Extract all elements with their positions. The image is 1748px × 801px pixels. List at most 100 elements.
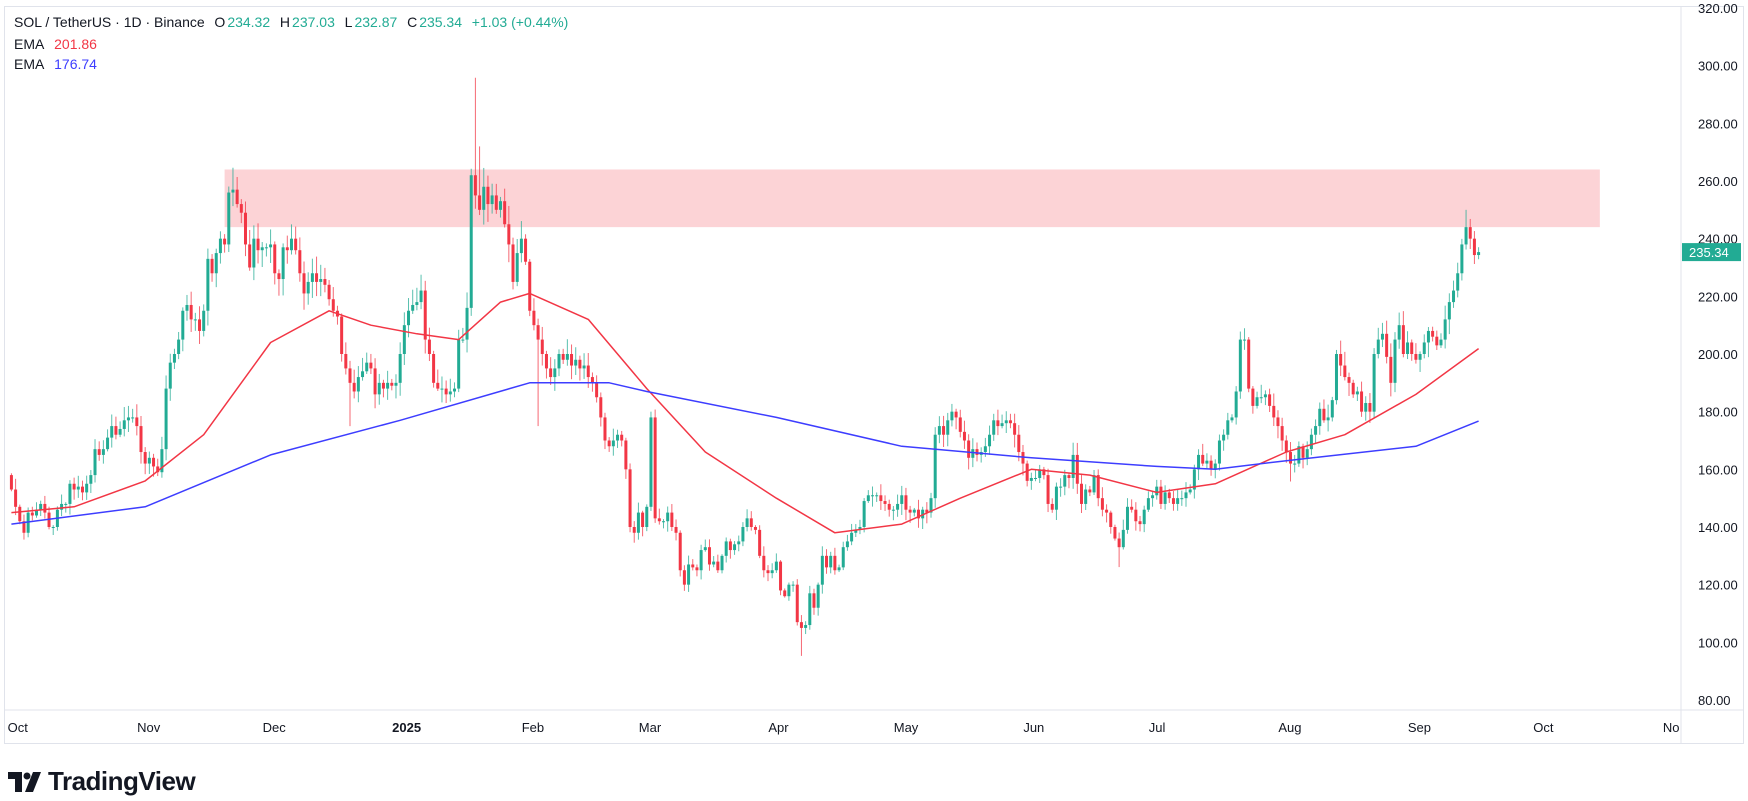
candle-body[interactable] xyxy=(386,382,390,389)
candle-body[interactable] xyxy=(1130,506,1134,510)
candle-body[interactable] xyxy=(825,555,829,568)
candle-body[interactable] xyxy=(1046,475,1050,504)
candle-body[interactable] xyxy=(490,195,494,205)
candle-body[interactable] xyxy=(850,532,854,542)
candle-body[interactable] xyxy=(1238,339,1242,392)
candle-body[interactable] xyxy=(879,495,883,502)
candle-body[interactable] xyxy=(1121,529,1125,548)
candle-body[interactable] xyxy=(394,382,398,386)
candle-body[interactable] xyxy=(779,561,783,591)
candle-body[interactable] xyxy=(160,449,164,473)
candle-body[interactable] xyxy=(423,290,427,340)
candle-body[interactable] xyxy=(352,382,356,392)
candle-body[interactable] xyxy=(616,434,620,441)
ema-fast-legend[interactable]: EMA 201.86 xyxy=(14,36,99,52)
candle-body[interactable] xyxy=(1247,339,1251,389)
candle-body[interactable] xyxy=(289,238,293,251)
candle-body[interactable] xyxy=(277,273,281,280)
candle-body[interactable] xyxy=(177,339,181,354)
candle-body[interactable] xyxy=(507,224,511,245)
candle-body[interactable] xyxy=(540,339,544,354)
candle-body[interactable] xyxy=(762,555,766,571)
candle-body[interactable] xyxy=(227,192,231,245)
candle-body[interactable] xyxy=(503,201,507,225)
candle-body[interactable] xyxy=(1376,339,1380,354)
candle-body[interactable] xyxy=(988,434,992,447)
candle-body[interactable] xyxy=(687,564,691,585)
candle-body[interactable] xyxy=(361,371,365,378)
candle-body[interactable] xyxy=(89,475,93,484)
candle-body[interactable] xyxy=(1339,354,1343,366)
candle-body[interactable] xyxy=(1406,342,1410,354)
candle-body[interactable] xyxy=(93,449,97,476)
candle-body[interactable] xyxy=(118,428,122,435)
candle-body[interactable] xyxy=(1297,446,1301,464)
candle-body[interactable] xyxy=(214,253,218,274)
candle-body[interactable] xyxy=(1447,302,1451,320)
candle-body[interactable] xyxy=(1418,354,1422,360)
candle-body[interactable] xyxy=(992,420,996,435)
candle-body[interactable] xyxy=(1431,330,1435,337)
candle-body[interactable] xyxy=(1063,475,1067,487)
candle-body[interactable] xyxy=(996,420,1000,427)
candle-body[interactable] xyxy=(444,388,448,395)
candle-body[interactable] xyxy=(1372,354,1376,412)
candle-body[interactable] xyxy=(921,509,925,519)
candle-body[interactable] xyxy=(691,564,695,568)
candle-body[interactable] xyxy=(1113,527,1117,539)
candle-body[interactable] xyxy=(620,434,624,441)
candle-body[interactable] xyxy=(1360,391,1364,412)
candle-body[interactable] xyxy=(983,446,987,453)
candle-body[interactable] xyxy=(419,290,423,303)
candle-body[interactable] xyxy=(866,495,870,502)
candle-body[interactable] xyxy=(281,247,285,280)
candle-body[interactable] xyxy=(369,362,373,369)
candle-body[interactable] xyxy=(791,584,795,586)
candle-body[interactable] xyxy=(1105,509,1109,513)
candle-body[interactable] xyxy=(858,527,862,530)
candle-body[interactable] xyxy=(411,304,415,311)
candle-body[interactable] xyxy=(461,339,465,341)
candle-body[interactable] xyxy=(76,486,80,490)
candle-body[interactable] xyxy=(85,483,89,493)
candle-body[interactable] xyxy=(1188,489,1192,493)
candle-body[interactable] xyxy=(18,506,22,522)
candle-body[interactable] xyxy=(1054,486,1058,510)
candle-body[interactable] xyxy=(820,555,824,585)
candle-body[interactable] xyxy=(465,307,469,340)
candle-body[interactable] xyxy=(1151,495,1155,499)
candle-body[interactable] xyxy=(603,417,607,441)
candle-body[interactable] xyxy=(1364,403,1368,412)
candle-body[interactable] xyxy=(1042,469,1046,476)
candle-body[interactable] xyxy=(440,388,444,390)
candle-body[interactable] xyxy=(231,189,235,193)
candle-body[interactable] xyxy=(854,529,858,533)
candle-body[interactable] xyxy=(649,417,653,507)
candle-body[interactable] xyxy=(1197,454,1201,470)
candle-body[interactable] xyxy=(578,359,582,369)
candle-body[interactable] xyxy=(139,426,143,453)
candle-body[interactable] xyxy=(22,521,26,533)
candle-body[interactable] xyxy=(43,503,47,513)
candle-body[interactable] xyxy=(645,506,649,527)
candle-body[interactable] xyxy=(942,426,946,435)
candle-body[interactable] xyxy=(1034,477,1038,479)
candle-body[interactable] xyxy=(9,475,13,490)
candle-body[interactable] xyxy=(561,354,565,360)
candle-body[interactable] xyxy=(168,362,172,389)
candle-body[interactable] xyxy=(1243,339,1247,341)
candle-body[interactable] xyxy=(1318,408,1322,427)
candle-body[interactable] xyxy=(1426,330,1430,343)
candle-body[interactable] xyxy=(862,501,866,527)
candle-body[interactable] xyxy=(641,512,645,527)
candle-body[interactable] xyxy=(570,354,574,366)
candle-body[interactable] xyxy=(574,359,578,366)
candle-body[interactable] xyxy=(1159,486,1163,504)
candle-body[interactable] xyxy=(101,449,105,455)
candle-body[interactable] xyxy=(829,555,833,568)
candle-body[interactable] xyxy=(971,449,975,458)
candle-body[interactable] xyxy=(453,388,456,392)
candle-body[interactable] xyxy=(294,238,298,251)
candle-body[interactable] xyxy=(733,544,737,551)
candle-body[interactable] xyxy=(745,518,749,527)
